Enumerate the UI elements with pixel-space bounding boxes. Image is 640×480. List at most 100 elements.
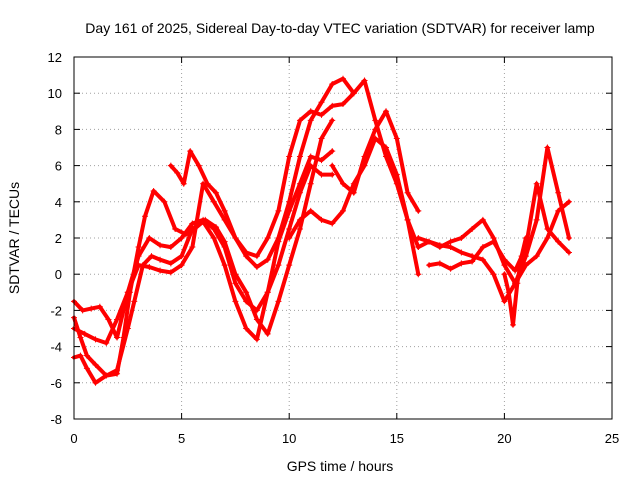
data-point	[415, 235, 422, 241]
data-point	[329, 171, 336, 178]
data-point	[146, 235, 153, 241]
data-point	[329, 102, 336, 109]
data-point	[178, 235, 185, 241]
data-point	[512, 267, 519, 274]
x-tick-label: 10	[282, 431, 296, 446]
data-point	[318, 111, 325, 118]
data-point	[213, 189, 220, 196]
data-point	[174, 169, 181, 176]
data-point	[103, 372, 110, 379]
data-point	[426, 262, 433, 269]
data-point	[275, 298, 282, 305]
data-point	[361, 77, 368, 84]
data-point	[178, 253, 185, 260]
data-point	[490, 271, 497, 278]
data-point	[253, 263, 260, 270]
data-point	[114, 316, 121, 323]
data-point	[318, 135, 325, 142]
data-point	[275, 235, 282, 241]
x-axis-label: GPS time / hours	[287, 458, 394, 474]
data-point	[296, 216, 303, 223]
data-point	[135, 253, 142, 260]
data-point	[264, 330, 271, 337]
data-point	[105, 316, 112, 323]
series-track-2	[71, 117, 336, 379]
data-point	[447, 265, 454, 272]
data-point	[146, 263, 153, 270]
data-point	[83, 365, 90, 372]
data-point	[232, 235, 239, 241]
series-line	[427, 181, 571, 273]
data-point	[555, 207, 562, 214]
data-point	[77, 352, 84, 359]
series-track-4	[71, 75, 357, 346]
data-point	[96, 303, 103, 310]
data-point	[253, 336, 260, 343]
data-point	[565, 249, 572, 256]
data-point	[232, 298, 239, 305]
x-tick-label: 5	[178, 431, 185, 446]
data-point	[565, 198, 572, 205]
data-point	[178, 262, 185, 269]
data-point	[415, 271, 422, 278]
data-point	[189, 244, 196, 251]
data-point	[469, 225, 476, 232]
data-point	[120, 334, 127, 341]
data-point	[81, 330, 88, 337]
x-tick-labels: 0 5 10 15 20 25	[70, 431, 619, 446]
data-point	[286, 262, 293, 269]
data-point	[296, 189, 303, 196]
data-point	[505, 289, 512, 296]
data-point	[458, 260, 465, 267]
series-track-9	[415, 144, 572, 287]
data-point	[264, 235, 271, 241]
data-point	[329, 117, 336, 124]
data-point	[286, 153, 293, 160]
data-point	[533, 253, 540, 260]
data-point	[544, 235, 551, 241]
data-point	[148, 253, 155, 260]
data-point	[204, 180, 211, 187]
y-axis-label: SDTVAR / TECUs	[6, 182, 22, 294]
data-point	[447, 238, 454, 245]
data-point	[83, 352, 90, 359]
data-point	[340, 101, 346, 108]
data-point	[318, 171, 325, 178]
data-point	[329, 162, 336, 169]
data-point	[479, 216, 486, 223]
series-track-10	[426, 180, 572, 274]
data-point	[329, 81, 336, 88]
data-point	[135, 244, 142, 251]
data-point	[501, 271, 508, 278]
chart-title: Day 161 of 2025, Sidereal Day-to-day VTE…	[85, 20, 595, 36]
y-tick-label: 2	[55, 231, 62, 246]
y-tick-labels: -8 -6 -4 -2 0 2 4 6 8 10 12	[48, 50, 62, 427]
data-point	[161, 198, 168, 205]
data-point	[318, 216, 325, 223]
data-point	[131, 298, 138, 305]
data-point	[296, 117, 303, 124]
data-point	[340, 180, 346, 187]
series-track-6	[286, 135, 422, 278]
data-point	[436, 260, 443, 267]
series-line	[330, 109, 421, 213]
data-point	[426, 238, 433, 245]
data-point	[114, 334, 121, 341]
data-point	[501, 262, 508, 269]
data-point	[286, 235, 293, 241]
y-tick-label: 4	[55, 195, 62, 210]
y-tick-label: 10	[48, 86, 62, 101]
data-point	[447, 244, 454, 251]
data-point	[479, 244, 486, 251]
data-point	[167, 162, 174, 169]
data-point	[253, 307, 260, 314]
data-point	[307, 180, 314, 187]
data-point	[350, 90, 357, 97]
data-point	[79, 307, 86, 314]
series-line	[168, 78, 421, 259]
data-point	[286, 198, 293, 205]
data-point	[340, 75, 346, 82]
data-point	[157, 256, 164, 263]
data-point	[340, 207, 346, 214]
series-group	[71, 75, 572, 386]
